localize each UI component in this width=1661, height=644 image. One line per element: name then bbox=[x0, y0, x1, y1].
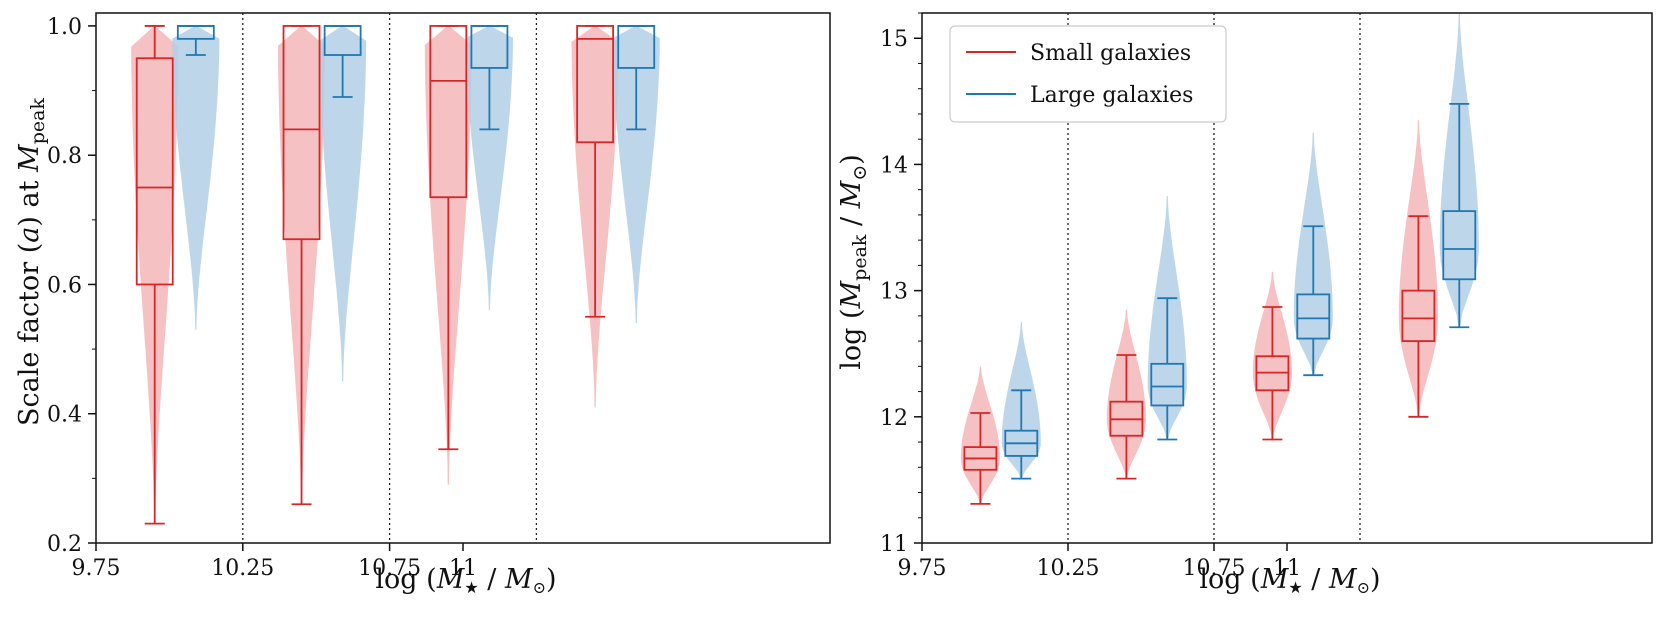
large-violin bbox=[319, 25, 367, 382]
small-box bbox=[1401, 289, 1436, 342]
large-violin bbox=[612, 25, 660, 324]
small-box bbox=[282, 25, 321, 241]
y-tick-label: 15 bbox=[880, 27, 908, 52]
legend-frame bbox=[949, 25, 1227, 123]
large-box bbox=[1296, 293, 1331, 340]
x-tick-label: 10.25 bbox=[1037, 556, 1100, 581]
x-tick-label: 10.75 bbox=[1183, 556, 1246, 581]
right-x-axis-label: log (M★ / M⊙) bbox=[1199, 564, 1380, 597]
y-tick-label: 0.2 bbox=[47, 532, 82, 557]
left-x-axis-label: log (M★ / M⊙) bbox=[375, 564, 556, 597]
x-tick-label: 11 bbox=[1273, 556, 1301, 581]
large-box bbox=[1442, 210, 1477, 281]
right-x-ticks: 9.75 10.25 10.75 11 bbox=[898, 543, 1301, 581]
x-tick-label: 9.75 bbox=[72, 556, 121, 581]
x-tick-label: 10.75 bbox=[358, 556, 421, 581]
small-box bbox=[576, 25, 615, 144]
legend-label-small: Small galaxies bbox=[1030, 41, 1191, 66]
right-bin-dividers bbox=[1067, 13, 1361, 543]
large-violin bbox=[172, 25, 220, 330]
y-tick-label: 0.6 bbox=[47, 273, 82, 298]
small-violin bbox=[131, 25, 179, 524]
legend-label-large: Large galaxies bbox=[1030, 83, 1193, 108]
y-tick-label: 0.8 bbox=[47, 144, 82, 169]
y-tick-label: 1.0 bbox=[47, 15, 82, 40]
left-panel: 9.75 10.25 10.75 11 0.2 0.4 0.6 0.8 1.0 log (M★… bbox=[14, 12, 831, 597]
y-tick-label: 12 bbox=[880, 406, 908, 431]
small-box bbox=[429, 25, 468, 199]
x-tick-label: 10.25 bbox=[211, 556, 274, 581]
left-bin-dividers bbox=[242, 13, 538, 543]
left-boxes bbox=[135, 25, 656, 525]
y-tick-label: 14 bbox=[880, 153, 908, 178]
left-violins bbox=[131, 25, 660, 524]
right-panel: 9.75 10.25 10.75 11 11 12 13 14 15 log (M★ / M⊙… bbox=[836, 12, 1653, 597]
legend: Small galaxies Large galaxies bbox=[949, 25, 1227, 123]
x-tick-label: 9.75 bbox=[898, 556, 947, 581]
right-y-ticks: 11 12 13 14 15 bbox=[880, 12, 922, 557]
x-tick-label: 11 bbox=[449, 556, 477, 581]
large-violin bbox=[465, 25, 513, 311]
small-box bbox=[135, 57, 174, 286]
y-tick-label: 13 bbox=[880, 280, 908, 305]
y-tick-label: 0.4 bbox=[47, 403, 82, 428]
left-x-ticks: 9.75 10.25 10.75 11 bbox=[72, 543, 477, 581]
y-tick-label: 11 bbox=[880, 532, 908, 557]
right-boxes bbox=[963, 102, 1477, 505]
left-y-axis-label: Scale factor (a) at Mpeak bbox=[14, 98, 49, 426]
right-y-axis-label: log (Mpeak / M⊙) bbox=[836, 154, 871, 370]
left-y-ticks: 0.2 0.4 0.6 0.8 1.0 bbox=[47, 15, 96, 557]
large-box bbox=[1150, 362, 1185, 407]
